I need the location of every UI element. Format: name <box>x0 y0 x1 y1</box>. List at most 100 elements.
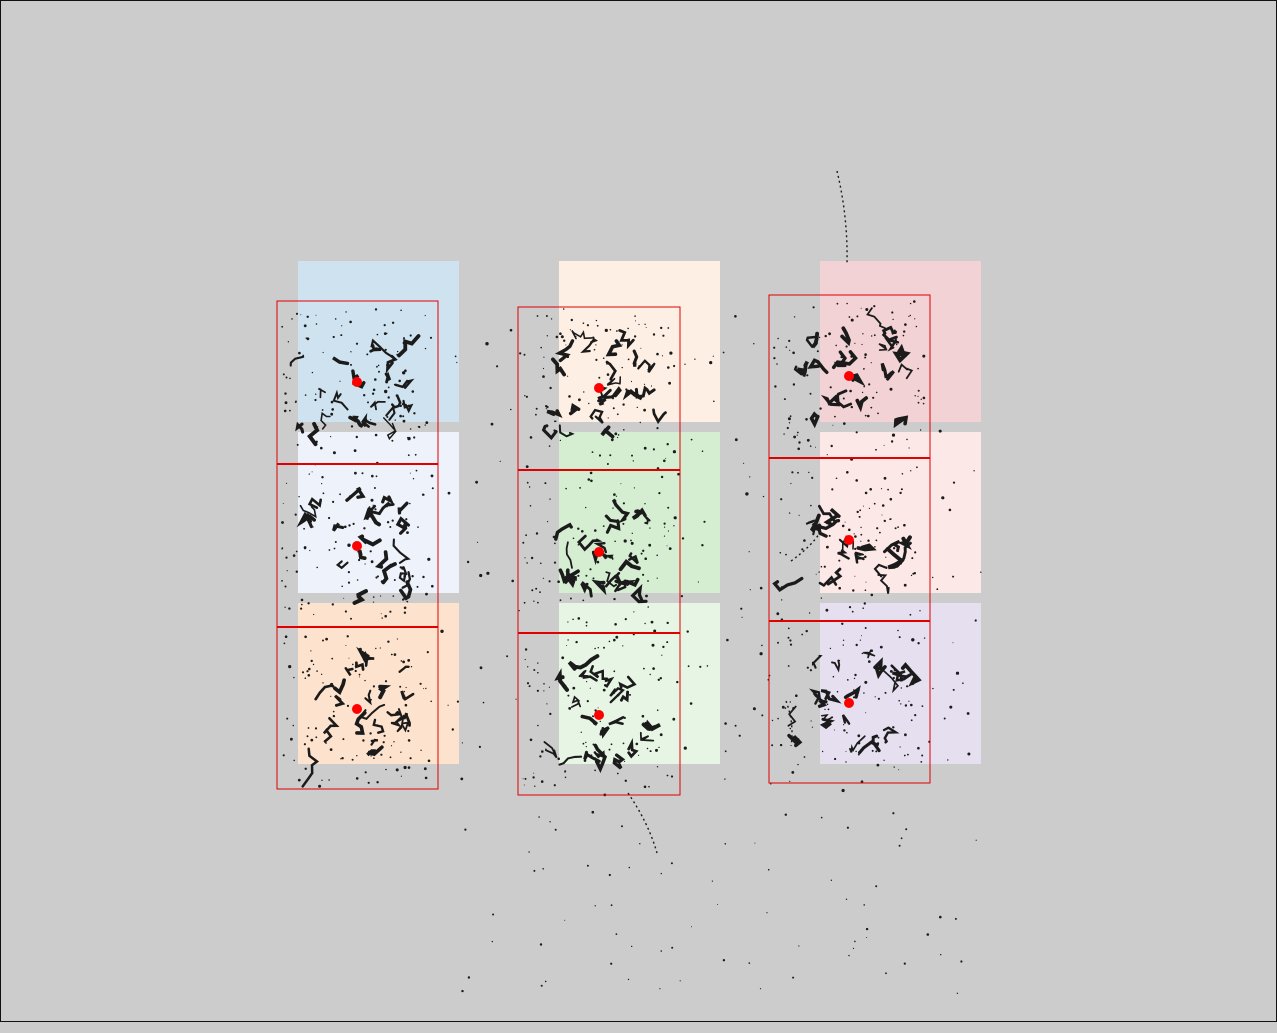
speck-dot <box>660 950 663 952</box>
speck-stroke <box>381 495 395 505</box>
speck-dot <box>307 602 310 605</box>
speck-dot <box>383 734 386 737</box>
speck-dot <box>348 524 351 527</box>
speck-stroke <box>826 567 843 586</box>
speck-dot <box>535 407 538 410</box>
speck-dot <box>867 414 870 418</box>
speck-dot <box>940 954 942 956</box>
speck-dot <box>871 749 874 752</box>
speck-dot <box>909 314 911 317</box>
speck-dot <box>852 947 855 950</box>
speck-dot <box>541 750 544 753</box>
speck-dot <box>402 341 406 345</box>
speck-dot <box>297 778 301 782</box>
speck-dot <box>649 673 651 676</box>
speck-dot <box>544 980 547 983</box>
speck-dot <box>397 350 399 353</box>
speck-dot <box>864 555 867 559</box>
speck-dot <box>932 687 934 690</box>
speck-dot <box>622 522 625 525</box>
speck-dot <box>827 547 829 549</box>
speck-dot <box>315 323 318 325</box>
speck-dot <box>371 392 375 395</box>
speck-dot <box>911 557 914 560</box>
speck-dot <box>390 653 393 656</box>
speck-dot <box>539 943 543 946</box>
speck-dot <box>281 547 284 550</box>
speck-dot <box>825 608 829 612</box>
speck-stroke <box>831 659 841 673</box>
speck-streak <box>785 700 793 747</box>
speck-stroke <box>568 402 581 416</box>
speck-dot <box>561 656 565 660</box>
speck-dot <box>875 750 878 753</box>
speck-dot <box>554 542 556 545</box>
speck-dot <box>921 705 924 707</box>
speck-dot <box>806 666 809 669</box>
speck-dot <box>881 514 883 516</box>
speck-stroke <box>605 554 614 560</box>
speck-dot <box>286 717 289 720</box>
speck-dot <box>352 663 354 666</box>
speck-stroke <box>877 573 890 594</box>
speck-dot <box>344 525 347 529</box>
speck-dot <box>627 327 629 330</box>
speck-dot <box>845 750 847 752</box>
speck-dot <box>310 650 312 652</box>
speck-dot <box>540 984 543 987</box>
speck-dot <box>322 351 324 354</box>
speck-dot <box>593 348 596 351</box>
speck-dot <box>869 651 870 653</box>
speck-dot <box>866 937 868 938</box>
speck-dot <box>856 315 859 318</box>
speck-dot <box>596 324 599 327</box>
speck-dot <box>531 589 534 592</box>
speck-dot <box>350 617 352 620</box>
speck-dot <box>456 700 459 703</box>
speck-dot <box>789 415 792 418</box>
speck-dot <box>636 406 638 409</box>
speck-dot <box>621 825 623 828</box>
speck-dot <box>364 679 366 682</box>
speck-dot <box>794 705 797 708</box>
speck-dot <box>308 473 310 475</box>
speck-dot <box>293 759 296 762</box>
speck-dot <box>378 370 380 373</box>
speck-dot <box>923 637 926 639</box>
speck-dot <box>634 315 636 317</box>
speck-dot <box>754 842 756 844</box>
speck-dot <box>362 739 365 742</box>
speck-dot <box>734 724 737 727</box>
speck-dot <box>676 680 679 684</box>
speck-stroke <box>866 307 886 330</box>
speck-dot <box>311 371 314 374</box>
speck-dot <box>567 375 569 377</box>
speck-dot <box>864 589 867 591</box>
speck-dot <box>689 702 693 705</box>
speck-dot <box>901 473 904 475</box>
speck-dot <box>347 581 351 584</box>
speck-dot <box>409 502 411 505</box>
speck-dot <box>282 502 284 504</box>
speck-dot <box>630 541 634 545</box>
speck-dot <box>892 812 895 815</box>
speck-stroke <box>880 362 895 381</box>
speck-cluster <box>777 627 924 771</box>
speck-dot <box>797 763 799 766</box>
speck-dot <box>417 426 419 427</box>
speck-dot <box>414 453 417 456</box>
speck-dot <box>908 447 910 449</box>
speck-stroke <box>641 719 661 732</box>
speck-dot <box>829 647 832 650</box>
speck-dot <box>350 425 354 428</box>
speck-dot <box>838 659 841 662</box>
speck-dot <box>835 477 838 480</box>
speck-dot <box>568 395 571 398</box>
speck-dot <box>867 539 870 542</box>
speck-dot <box>550 318 553 320</box>
speck-dot <box>367 781 370 784</box>
speck-dot <box>526 562 528 564</box>
speck-dot <box>820 597 823 599</box>
speck-dot <box>320 673 323 675</box>
speck-stroke <box>546 409 563 418</box>
